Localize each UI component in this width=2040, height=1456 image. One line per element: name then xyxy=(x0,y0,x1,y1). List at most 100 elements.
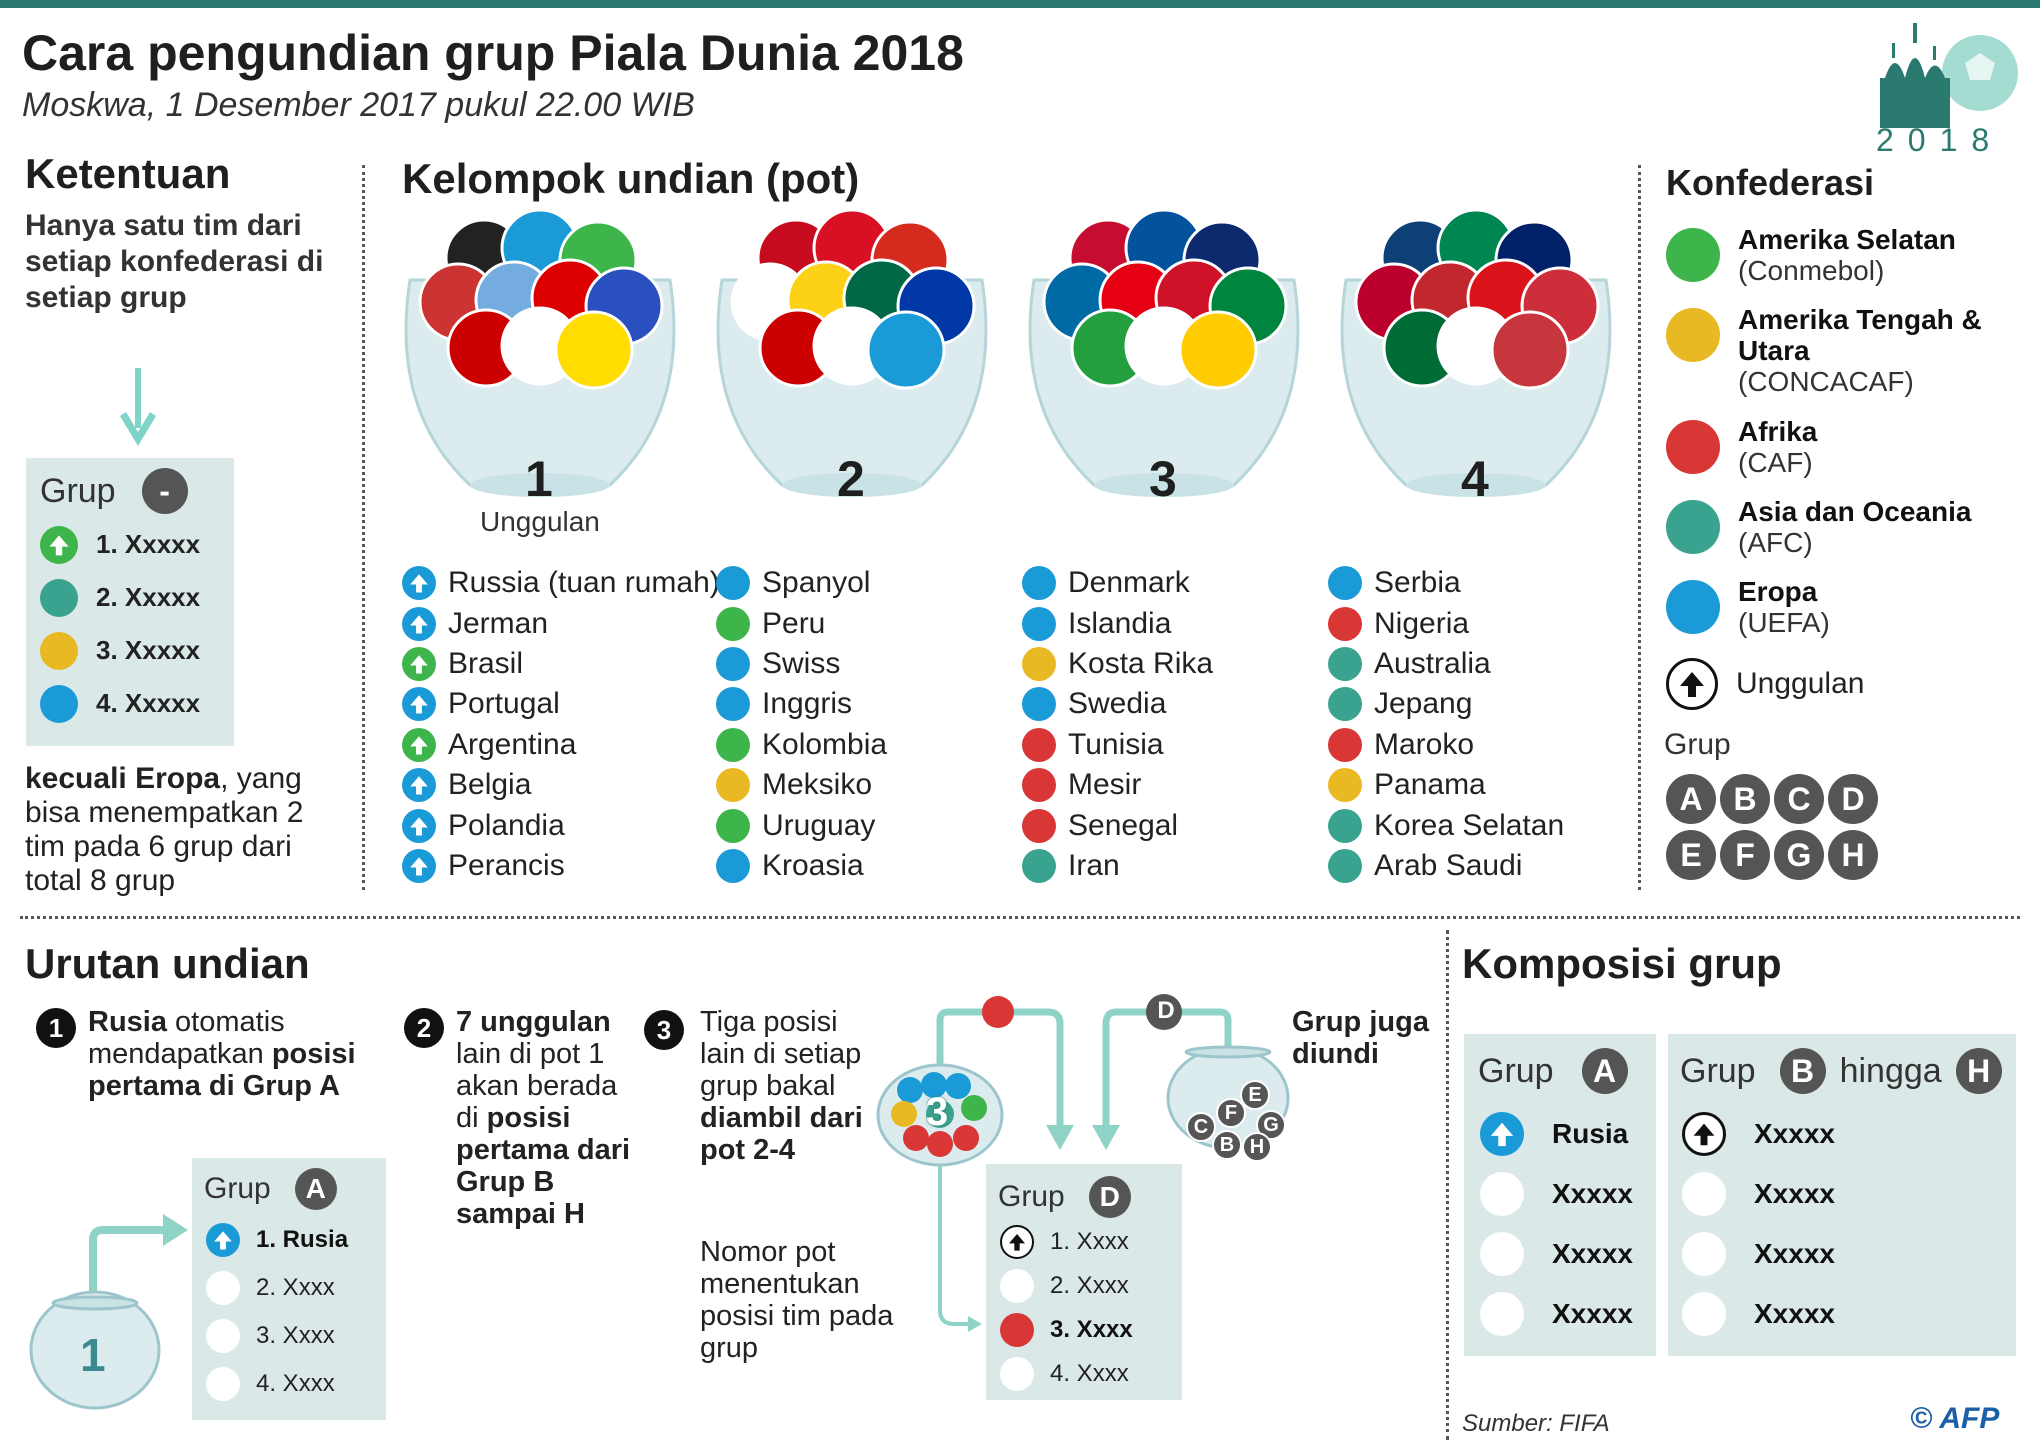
divider-3 xyxy=(1446,930,1449,1440)
confederation-dot xyxy=(716,646,750,681)
empty-slot xyxy=(1000,1357,1034,1391)
pot-bowls xyxy=(404,210,1612,497)
flag-ball xyxy=(554,310,634,390)
group-D-badge: D xyxy=(1828,774,1878,824)
empty-slot xyxy=(1000,1269,1034,1303)
team-row: Kroasia xyxy=(716,846,887,886)
flag-ball xyxy=(866,310,946,390)
seed-arrow-icon xyxy=(402,687,436,722)
group-C-badge: C xyxy=(1774,774,1824,824)
team-row: Senegal xyxy=(1022,805,1213,845)
komposisi-bh-slot: Xxxxx xyxy=(1682,1164,1835,1224)
confederation-dot xyxy=(1666,500,1720,554)
group-letter-badge: - xyxy=(141,468,188,514)
team-row: Polandia xyxy=(402,805,720,845)
drawn-group-ball: D xyxy=(1157,997,1175,1024)
step2-text: 7 unggulan lain di pot 1 akan berada di … xyxy=(456,1006,631,1230)
team-row: Islandia xyxy=(1022,603,1213,643)
pot-bowl-2 xyxy=(716,210,988,497)
confederation-dot xyxy=(1022,566,1056,601)
ketentuan-item: 3. Xxxxx xyxy=(40,624,200,677)
seed-arrow-icon xyxy=(402,566,436,601)
confederation-dot xyxy=(1022,606,1056,641)
empty-slot xyxy=(206,1367,240,1401)
group-ball-B: B xyxy=(1212,1130,1242,1160)
seed-arrow-icon xyxy=(1666,658,1718,710)
pot-number-1: 1 xyxy=(525,451,553,507)
team-row: Denmark xyxy=(1022,563,1213,603)
confederation-dot xyxy=(716,606,750,641)
pot1-seed-label: Unggulan xyxy=(480,506,600,537)
team-row: Meksiko xyxy=(716,765,887,805)
empty-slot xyxy=(1682,1232,1726,1276)
example-a-slot: 3. Xxxx xyxy=(206,1312,348,1360)
divider-2 xyxy=(1638,165,1641,890)
confederation-dot xyxy=(716,848,750,883)
step1-number: 1 xyxy=(36,1008,76,1048)
seed-arrow-icon xyxy=(402,848,436,883)
example-a-slot: 1. Rusia xyxy=(206,1216,348,1264)
pot-1-team-list: Russia (tuan rumah) Jerman Brasil Portugal A… xyxy=(402,563,720,886)
komposisi-a-slot: Xxxxx xyxy=(1480,1224,1633,1284)
confederation-dot xyxy=(40,631,78,670)
team-row: Belgia xyxy=(402,765,720,805)
confederation-dot xyxy=(1022,646,1056,681)
team-row: Australia xyxy=(1328,644,1564,684)
kremlin-ball-icon xyxy=(1880,23,2018,128)
komposisi-b-badge: B xyxy=(1779,1048,1826,1094)
afp-credit: © AFP xyxy=(1910,1402,2000,1435)
empty-slot xyxy=(1682,1292,1726,1336)
team-row: Iran xyxy=(1022,846,1213,886)
example-d-slot: 1. Xxxx xyxy=(1000,1220,1133,1264)
confederation-dot xyxy=(1666,228,1720,282)
team-row: Kosta Rika xyxy=(1022,644,1213,684)
confederation-item: Afrika (CAF) xyxy=(1666,416,2008,478)
group-F-badge: F xyxy=(1720,830,1770,880)
team-row: Russia (tuan rumah) xyxy=(402,563,720,603)
confederation-dot xyxy=(40,684,78,723)
komposisi-bh-slot: Xxxxx xyxy=(1682,1104,1835,1164)
confederation-dot xyxy=(1022,727,1056,762)
confederation-dot xyxy=(1666,580,1720,634)
team-row: Jerman xyxy=(402,603,720,643)
example-a-diagram xyxy=(29,1214,188,1410)
example-a-slot: 4. Xxxx xyxy=(206,1360,348,1408)
komposisi-group-a: Grup A Rusia Xxxxx Xxxxx Xxxxx xyxy=(1464,1034,1656,1356)
confederation-dot xyxy=(1022,687,1056,722)
group-E-badge: E xyxy=(1666,830,1716,880)
urutan-title: Urutan undian xyxy=(25,940,310,987)
komposisi-group-bh: Grup B hingga H Xxxxx Xxxxx Xxxxx Xxxxx xyxy=(1668,1034,2016,1356)
page-subtitle: Moskwa, 1 Desember 2017 pukul 22.00 WIB xyxy=(22,86,695,124)
confederation-dot xyxy=(1328,687,1362,722)
pot-number-note: Nomor pot menentukan posisi tim pada gru… xyxy=(700,1236,894,1364)
step3-text: Tiga posisi lain di setiap grup bakal di… xyxy=(700,1006,863,1166)
seed-arrow-icon xyxy=(402,606,436,641)
group-a-badge: A xyxy=(294,1168,337,1210)
ketentuan-text: Hanya satu tim dari setiap konfederasi d… xyxy=(25,209,324,314)
komposisi-a-slot: Xxxxx xyxy=(1480,1284,1633,1344)
example-a-panel: Grup A 1. Rusia 2. Xxxx 3. Xxxx 4. Xxxx xyxy=(192,1158,386,1420)
step2-number: 2 xyxy=(404,1008,444,1048)
example-a-bowl-number: 1 xyxy=(80,1329,106,1381)
team-row: Swedia xyxy=(1022,684,1213,724)
group-d-badge: D xyxy=(1088,1176,1131,1218)
group-G-badge: G xyxy=(1774,830,1824,880)
komposisi-a-slot: Rusia xyxy=(1480,1104,1633,1164)
group-A-badge: A xyxy=(1666,774,1716,824)
team-row: Jepang xyxy=(1328,684,1564,724)
confederation-dot xyxy=(716,768,750,803)
confederation-dot xyxy=(1328,727,1362,762)
ketentuan-item: 1. Xxxxx xyxy=(40,518,200,571)
also-drawn-text: Grup juga diundi xyxy=(1292,1006,1429,1070)
komposisi-bh-slot: Xxxxx xyxy=(1682,1224,1835,1284)
world-cup-logo: 2018 xyxy=(1870,18,2020,158)
seed-arrow-icon xyxy=(402,646,436,681)
team-row: Maroko xyxy=(1328,725,1564,765)
group-ball-C: C xyxy=(1186,1112,1216,1142)
pot-number-3: 3 xyxy=(1149,451,1177,507)
top-accent-bar xyxy=(0,0,2040,8)
empty-slot xyxy=(1480,1232,1524,1276)
komposisi-bh-slot: Xxxxx xyxy=(1682,1284,1835,1344)
team-row: Tunisia xyxy=(1022,725,1213,765)
group-ball-H: H xyxy=(1242,1132,1272,1162)
